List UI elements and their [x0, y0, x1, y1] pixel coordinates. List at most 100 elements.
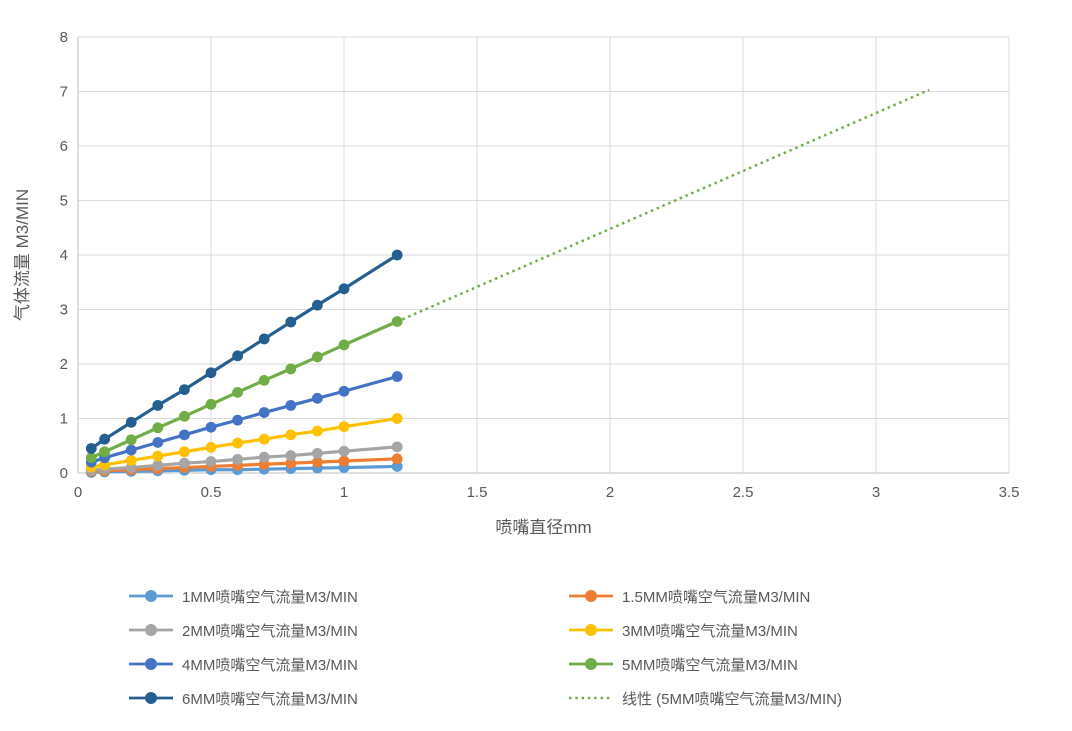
series-marker — [391, 453, 403, 465]
x-tick-label: 1 — [340, 484, 348, 501]
legend-line-marker-icon — [129, 624, 173, 636]
series-marker — [99, 433, 110, 445]
legend-line-marker-icon — [129, 658, 173, 670]
trendline — [402, 88, 930, 321]
series-lines — [85, 88, 930, 478]
series-marker — [391, 316, 403, 327]
x-tick-label: 2 — [606, 484, 614, 501]
legend-entry: 2MM喷嘴空气流量M3/MIN — [128, 620, 568, 641]
x-tick-label: 0 — [74, 484, 82, 501]
x-tick-label: 0.5 — [201, 484, 222, 501]
series-marker — [258, 407, 270, 418]
y-tick-label: 4 — [60, 247, 68, 264]
series-marker — [152, 450, 164, 462]
series-marker — [152, 422, 164, 434]
series-marker — [232, 437, 244, 449]
legend-entry: 5MM喷嘴空气流量M3/MIN — [568, 654, 1008, 675]
legend-entry: 4MM喷嘴空气流量M3/MIN — [128, 654, 568, 675]
series-marker — [338, 339, 350, 351]
series-marker — [179, 446, 190, 458]
legend: 1MM喷嘴空气流量M3/MIN 1.5MM喷嘴空气流量M3/MIN 2MM喷嘴空气流… — [128, 579, 1008, 715]
series-marker — [312, 425, 323, 437]
series-marker — [312, 299, 323, 311]
series-marker — [258, 374, 270, 386]
legend-label: 5MM喷嘴空气流量M3/MIN — [622, 656, 798, 674]
series-marker — [338, 445, 350, 457]
gridlines — [78, 36, 1010, 473]
series-marker — [125, 455, 137, 466]
legend-line-marker-icon — [569, 590, 613, 602]
series-marker — [258, 433, 270, 445]
y-tick-label: 3 — [60, 302, 68, 319]
series-marker — [285, 363, 297, 375]
y-tick-label: 0 — [60, 465, 68, 482]
series-marker — [312, 351, 323, 363]
series-marker — [125, 434, 137, 446]
y-axis-title: 气体流量 M3/MIN — [13, 189, 32, 321]
x-tick-label: 2.5 — [733, 484, 754, 501]
series-marker — [258, 333, 270, 345]
legend-label: 6MM喷嘴空气流量M3/MIN — [182, 690, 358, 708]
series-marker — [152, 400, 164, 411]
x-tick-label: 1.5 — [467, 484, 488, 501]
series-marker — [312, 447, 323, 459]
y-tick-label: 8 — [60, 29, 68, 46]
series-marker — [338, 385, 350, 397]
legend-dotted-line-icon — [569, 696, 613, 700]
series-marker — [312, 392, 323, 404]
series-marker — [85, 452, 97, 464]
series-marker — [232, 453, 244, 465]
legend-entry: 线性 (5MM喷嘴空气流量M3/MIN) — [568, 688, 1008, 709]
x-tick-label: 3 — [872, 484, 880, 501]
series-marker — [391, 441, 403, 453]
series-marker — [285, 450, 297, 461]
series-marker — [312, 456, 323, 468]
series-marker — [391, 371, 403, 382]
x-axis-title: 喷嘴直径mm — [495, 518, 591, 537]
series-marker — [232, 386, 244, 398]
series-marker — [99, 446, 110, 458]
legend-entry: 1MM喷嘴空气流量M3/MIN — [128, 586, 568, 607]
y-tick-label: 7 — [60, 84, 68, 101]
series-marker — [391, 461, 403, 472]
legend-line-marker-icon — [129, 590, 173, 602]
series-marker — [391, 249, 403, 261]
legend-line-marker-icon — [129, 692, 173, 704]
series-marker — [205, 456, 217, 467]
series-marker — [285, 400, 297, 411]
legend-label: 线性 (5MM喷嘴空气流量M3/MIN) — [622, 690, 842, 708]
legend-label: 2MM喷嘴空气流量M3/MIN — [182, 622, 358, 640]
series-marker — [285, 316, 297, 328]
series-marker — [179, 384, 190, 396]
series-marker — [338, 421, 350, 433]
legend-entry: 6MM喷嘴空气流量M3/MIN — [128, 688, 568, 709]
axes — [77, 37, 1009, 474]
series-marker — [285, 457, 297, 469]
series-marker — [179, 429, 190, 441]
legend-line-marker-icon — [569, 658, 613, 670]
legend-line-marker-icon — [569, 624, 613, 636]
series-marker — [338, 283, 350, 295]
series — [85, 249, 403, 454]
series-marker — [205, 398, 217, 410]
series-marker — [205, 421, 217, 433]
legend-label: 1.5MM喷嘴空气流量M3/MIN — [622, 588, 811, 606]
legend-entry: 1.5MM喷嘴空气流量M3/MIN — [568, 586, 1008, 607]
legend-label: 1MM喷嘴空气流量M3/MIN — [182, 588, 358, 606]
series-marker — [205, 367, 217, 379]
series-marker — [232, 350, 244, 362]
series-marker — [125, 416, 137, 428]
series-marker — [85, 443, 97, 454]
legend-entry: 3MM喷嘴空气流量M3/MIN — [568, 620, 1008, 641]
series-marker — [232, 414, 244, 426]
tick-labels: 0 1 2 3 4 5 6 7 8 0 0.5 1 1.5 2 2.5 3 3.5 — [60, 29, 1020, 501]
series-marker — [179, 457, 190, 469]
plot-area: 0 1 2 3 4 5 6 7 8 0 0.5 1 1.5 2 2.5 3 3.5 喷嘴直径mm 气体流量 M3… — [13, 29, 1020, 537]
x-tick-label: 3.5 — [999, 484, 1020, 501]
y-tick-label: 2 — [60, 356, 68, 373]
y-tick-label: 6 — [60, 138, 68, 155]
series-marker — [391, 413, 403, 424]
series — [85, 316, 403, 464]
series-marker — [125, 444, 137, 456]
